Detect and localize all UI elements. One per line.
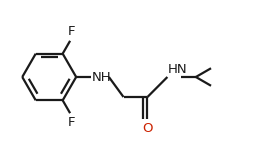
Text: HN: HN xyxy=(168,63,188,76)
Text: F: F xyxy=(68,116,75,129)
Text: O: O xyxy=(142,122,153,135)
Text: F: F xyxy=(68,25,75,38)
Text: NH: NH xyxy=(91,71,111,83)
